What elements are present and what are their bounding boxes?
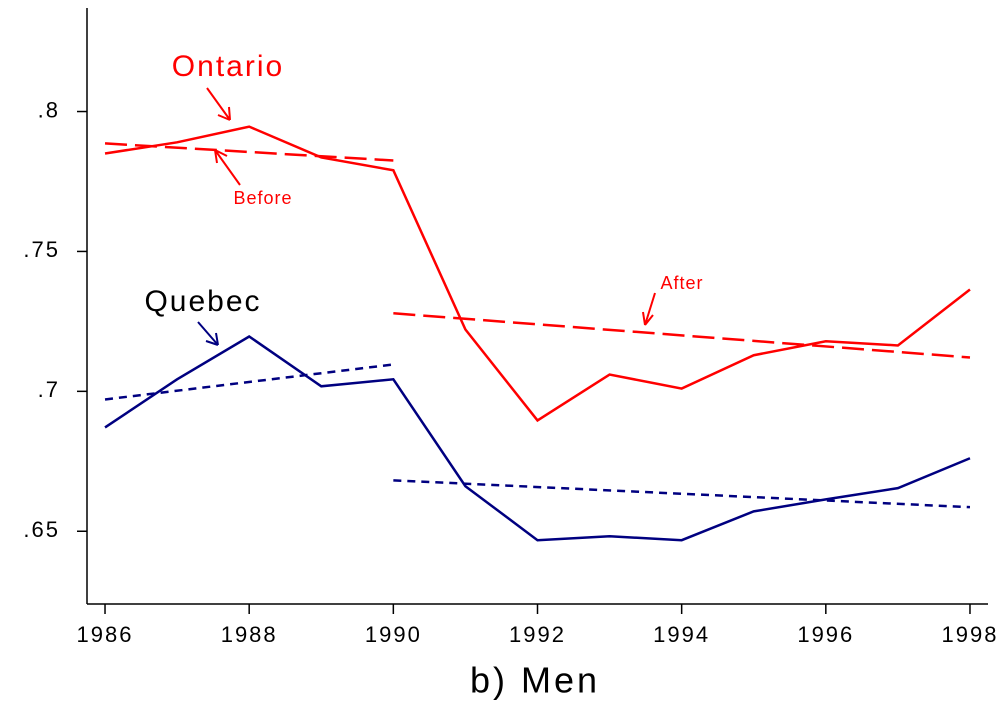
series-line xyxy=(393,479,971,509)
series-label: Quebec xyxy=(144,285,261,318)
y-tick-label: .8 xyxy=(38,97,60,122)
y-tick-label: .7 xyxy=(38,377,60,402)
y-tick-label: .65 xyxy=(23,517,60,542)
x-tick-label: 1992 xyxy=(509,622,566,647)
series-line xyxy=(104,335,971,542)
x-tick-label: 1990 xyxy=(365,622,422,647)
arrow xyxy=(214,149,241,186)
annotation: Before xyxy=(233,188,292,208)
series-label: Ontario xyxy=(172,50,284,83)
series-line xyxy=(104,142,394,162)
series-line xyxy=(393,312,971,359)
x-axis-label: b) Men xyxy=(470,660,600,701)
y-tick-label: .75 xyxy=(23,237,60,262)
x-tick-label: 1986 xyxy=(77,622,134,647)
x-tick-label: 1998 xyxy=(942,622,996,647)
series-line xyxy=(104,363,394,401)
series-line xyxy=(104,125,971,423)
arrow xyxy=(197,321,219,346)
arrow xyxy=(642,292,656,326)
arrow xyxy=(206,87,231,121)
x-tick-label: 1994 xyxy=(653,622,710,647)
x-tick-label: 1996 xyxy=(797,622,854,647)
annotation: After xyxy=(660,273,703,293)
x-tick-label: 1988 xyxy=(221,622,278,647)
